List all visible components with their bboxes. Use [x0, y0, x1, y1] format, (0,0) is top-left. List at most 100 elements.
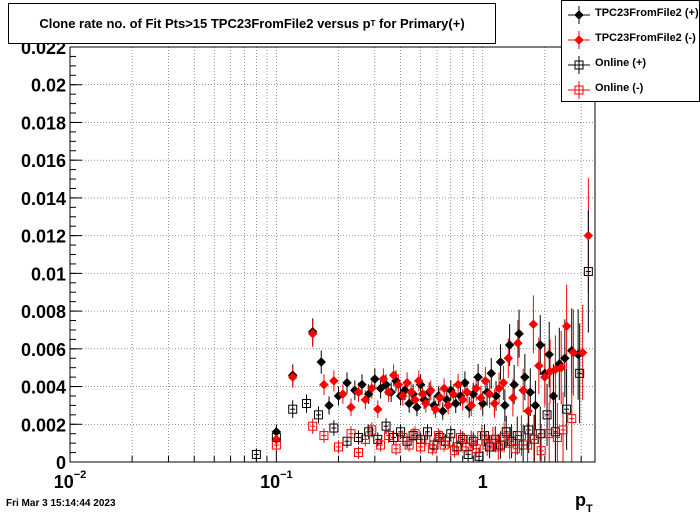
data-point — [568, 347, 579, 358]
data-point — [493, 442, 503, 452]
data-point — [519, 372, 530, 382]
data-point — [369, 374, 380, 384]
data-point — [398, 432, 408, 442]
data-point — [367, 425, 377, 435]
data-point — [307, 328, 318, 339]
legend-entry: Online (-) — [562, 78, 700, 102]
data-point — [556, 362, 567, 373]
data-point — [575, 368, 585, 378]
data-points — [251, 230, 594, 461]
y-tick-label: 0.02 — [31, 76, 66, 96]
data-point — [353, 448, 363, 458]
data-point — [533, 360, 544, 371]
data-point — [559, 353, 570, 364]
y-tick-label: 0.004 — [21, 378, 66, 398]
data-point — [391, 444, 401, 454]
data-point — [524, 425, 534, 435]
data-point — [271, 434, 282, 445]
data-point — [366, 383, 377, 394]
legend-label: TPC23FromFile2 (+) — [595, 7, 699, 19]
data-point — [410, 429, 420, 439]
data-point — [514, 328, 524, 339]
data-point — [383, 387, 394, 398]
data-point — [453, 379, 463, 390]
legend-entry: Online (+) — [562, 53, 700, 77]
data-point — [523, 406, 534, 416]
data-point — [495, 357, 506, 367]
data-point — [516, 431, 526, 441]
data-point — [376, 440, 386, 450]
y-tick-label: 0.002 — [21, 415, 66, 435]
y-tick-label: 0.01 — [31, 264, 66, 284]
legend-symbol — [574, 60, 584, 70]
timestamp: Fri Mar 3 15:14:44 2023 — [6, 498, 116, 509]
data-point — [329, 423, 339, 433]
data-point — [473, 372, 483, 382]
plot-frame — [69, 46, 596, 463]
data-point — [562, 404, 572, 414]
data-point — [346, 402, 356, 413]
data-point — [393, 379, 404, 390]
data-point — [384, 431, 394, 441]
legend-symbol — [574, 85, 584, 95]
data-point — [466, 400, 477, 411]
y-tick-label: 0.012 — [21, 227, 66, 247]
data-point — [484, 389, 495, 399]
data-point — [509, 379, 520, 390]
data-point — [430, 404, 441, 415]
data-point — [404, 398, 415, 409]
data-point — [406, 387, 417, 398]
data-point — [381, 421, 391, 431]
y-tick-label: 0.016 — [21, 151, 66, 171]
x-tick-label: 10−1 — [260, 469, 293, 492]
y-tick-label: 0.018 — [21, 113, 66, 133]
data-point — [360, 394, 371, 405]
x-axis-label: pT — [575, 490, 593, 514]
data-point — [501, 427, 511, 437]
data-point — [302, 399, 312, 409]
data-point — [404, 440, 414, 450]
data-point — [357, 379, 367, 390]
data-point — [476, 393, 486, 403]
data-point — [333, 442, 343, 452]
data-point — [346, 429, 356, 439]
data-point — [444, 436, 454, 446]
data-point — [308, 421, 318, 431]
data-point — [435, 393, 445, 403]
data-point — [518, 385, 529, 396]
legend-symbol — [574, 35, 584, 45]
data-point — [427, 444, 437, 454]
data-point — [372, 404, 383, 415]
data-point — [535, 340, 546, 350]
data-point — [450, 398, 461, 409]
data-point — [329, 376, 339, 386]
data-point — [319, 379, 329, 390]
data-point — [513, 338, 523, 349]
error-bars — [253, 178, 591, 462]
data-point — [503, 353, 514, 364]
data-point — [504, 340, 515, 350]
data-point — [443, 400, 454, 411]
data-point — [287, 372, 298, 382]
data-point — [324, 400, 334, 411]
data-point — [360, 434, 370, 444]
data-point — [417, 389, 428, 399]
data-point — [477, 431, 487, 441]
data-point — [342, 377, 352, 388]
data-point — [466, 434, 476, 444]
legend-entry: TPC23FromFile2 (+) — [562, 3, 700, 27]
grid-lines — [69, 46, 595, 463]
data-point — [536, 446, 546, 456]
chart-title-subscript: T — [370, 19, 376, 28]
data-point — [421, 434, 431, 444]
legend-marker — [568, 56, 590, 74]
data-point — [288, 404, 298, 414]
legend-symbol — [574, 10, 584, 20]
data-point — [316, 357, 327, 367]
chart-title-tail: for Primary(+) — [375, 16, 465, 31]
data-point — [461, 442, 471, 452]
data-point — [448, 389, 459, 399]
data-point — [558, 425, 568, 435]
data-point — [561, 321, 572, 332]
